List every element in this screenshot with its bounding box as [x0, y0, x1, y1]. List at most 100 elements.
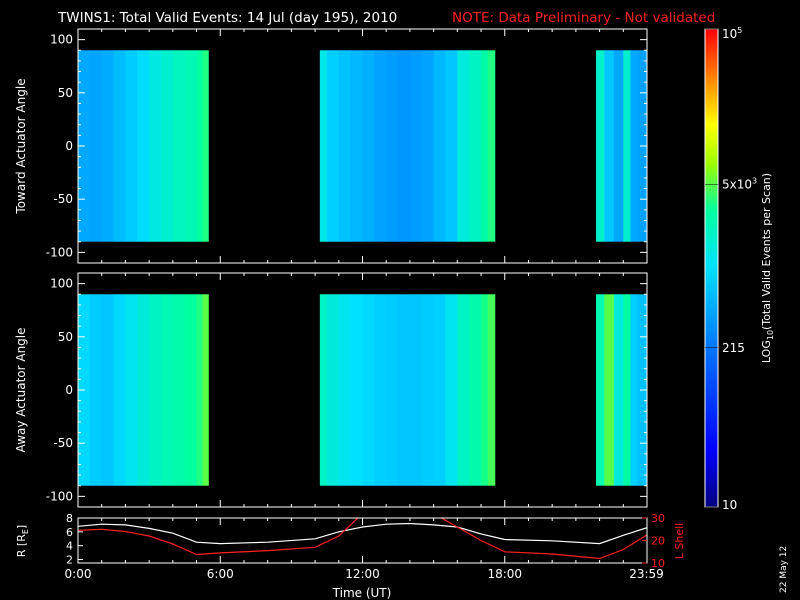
heatmap-cell [409, 294, 423, 486]
heatmap-cell [481, 50, 489, 242]
orbit-y2label: L Shell [673, 523, 686, 559]
y-tick-label: -100 [46, 489, 73, 503]
heatmap-cell [386, 294, 399, 486]
colorbar-tick-label: 105 [722, 26, 742, 41]
colorbar-tick-sup: 5 [737, 26, 742, 35]
colorbar-tick-label: 215 [722, 341, 745, 355]
heatmap-cell [362, 50, 375, 242]
heatmap-cell [445, 50, 458, 242]
heatmap-cell [488, 294, 496, 486]
colorbar-tick-label: 5x103 [722, 176, 757, 191]
x-tick-label: 12:00 [345, 567, 380, 581]
away-actuator-panel: 100 50 0 -50 -100 Away Actuator Angle [14, 272, 648, 508]
heatmap-cell [374, 294, 387, 486]
heatmap-cell [596, 50, 605, 242]
y-tick-label: 50 [58, 330, 73, 344]
heatmap-cell [319, 50, 328, 242]
colorbar-label-prefix: LOG [760, 340, 773, 363]
y-tick-label: 100 [50, 33, 73, 47]
colorbar-label-rest: (Total Valid Events per Scan) [760, 173, 773, 330]
orbit-y-tick-label: 8 [66, 512, 73, 525]
away-heatmap-cells [78, 294, 648, 486]
y-tick-label: 50 [58, 86, 73, 100]
colorbar-tick-base: 10 [722, 498, 737, 512]
heatmap-cell [596, 294, 605, 486]
heatmap-cell [457, 294, 470, 486]
y-tick-label: -100 [46, 245, 73, 259]
heatmap-cell [184, 50, 197, 242]
heatmap-cell [338, 294, 352, 486]
heatmap-cell [160, 50, 174, 242]
y-tick-label: -50 [53, 436, 73, 450]
heatmap-cell [433, 294, 446, 486]
l-shell-line [78, 518, 647, 560]
heatmap-cell [604, 50, 615, 242]
orbit-lines [78, 518, 647, 560]
x-tick-label: 0:00 [65, 567, 92, 581]
heatmap-cell [89, 50, 103, 242]
chart-title: TWINS1: Total Valid Events: 14 Jul (day … [57, 10, 397, 26]
orbit-ylabel-main: R [R [15, 534, 28, 557]
heatmap-cell [613, 50, 624, 242]
colorbar-tick-base: 215 [722, 341, 745, 355]
heatmap-cell [184, 294, 197, 486]
heatmap-cell [362, 294, 375, 486]
heatmap-cell [421, 50, 435, 242]
y-tick-label: 0 [65, 383, 73, 397]
colorbar-tick-base: 10 [722, 27, 737, 41]
heatmap-cell [421, 294, 435, 486]
heatmap-cell [125, 294, 138, 486]
y-tick-label: -50 [53, 192, 73, 206]
orbit-ylabel-sub: E [21, 529, 30, 534]
heatmap-cell [125, 50, 138, 242]
orbit-xlabel: Time (UT) [332, 586, 392, 600]
orbit-y-tick-label: 6 [66, 526, 73, 539]
orbit-y-tick-label: 2 [66, 554, 73, 567]
preliminary-note: NOTE: Data Preliminary - Not validated [452, 10, 715, 26]
x-tick-label: 23:59 [629, 567, 664, 581]
colorbar-fill [705, 29, 718, 507]
colorbar-tick-sup: 3 [752, 176, 757, 185]
orbit-ylabel-end: ] [15, 525, 28, 529]
heatmap-cell [196, 294, 203, 486]
footer-date: 22 May 12 [779, 546, 789, 593]
toward-ylabel: Toward Actuator Angle [14, 78, 28, 214]
orbit-ylabel: R [RE] [15, 525, 30, 557]
radius-line [78, 522, 647, 545]
heatmap-cell [137, 294, 150, 486]
away-x-axis [77, 273, 648, 507]
heatmap-cell [172, 50, 186, 242]
colorbar: 105 5x103 215 10 LOG 10 (Total Valid Events p… [704, 26, 775, 512]
heatmap-cell [398, 50, 411, 242]
y-tick-label: 100 [50, 277, 73, 291]
orbit-y2-tick-label: 20 [651, 535, 665, 548]
colorbar-tick-label: 10 [722, 498, 737, 512]
orbit-y-tick-label: 4 [66, 540, 73, 553]
heatmap-cell [160, 294, 174, 486]
toward-y-axis: 100 50 0 -50 -100 [46, 33, 647, 259]
heatmap-cell [113, 294, 126, 486]
heatmap-cell [445, 294, 458, 486]
heatmap-cell [630, 294, 638, 486]
orbit-y2-tick-label: 30 [651, 512, 665, 525]
heatmap-cell [386, 50, 399, 242]
heatmap-cell [319, 294, 328, 486]
heatmap-cell [469, 294, 482, 486]
heatmap-cell [350, 50, 363, 242]
toward-heatmap-cells [78, 50, 648, 242]
heatmap-cell [613, 294, 624, 486]
toward-actuator-panel: 100 50 0 -50 -100 Toward Actuator Angle [14, 28, 648, 264]
heatmap-cell [623, 50, 631, 242]
heatmap-cell [469, 50, 482, 242]
heatmap-cell [433, 50, 446, 242]
heatmap-cell [623, 294, 631, 486]
heatmap-cell [149, 294, 162, 486]
heatmap-cell [101, 294, 114, 486]
heatmap-cell [137, 50, 150, 242]
heatmap-cell [326, 294, 340, 486]
heatmap-cell [457, 50, 470, 242]
orbit-y2-axis: 30 20 10 [642, 512, 665, 570]
heatmap-cell [350, 294, 363, 486]
